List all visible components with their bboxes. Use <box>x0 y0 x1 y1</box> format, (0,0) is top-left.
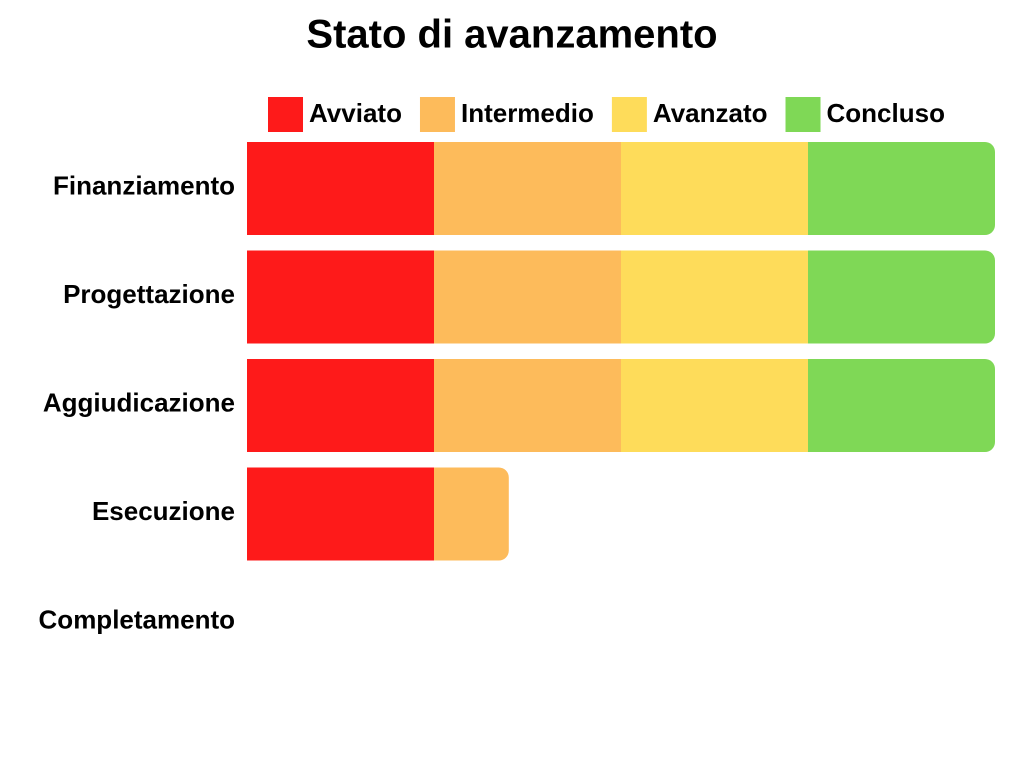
legend-swatch <box>785 97 821 132</box>
bar-segment <box>621 359 808 452</box>
category-label: Esecuzione <box>92 496 235 526</box>
bar-segment <box>808 250 995 344</box>
legend-label: Avanzato <box>653 98 768 128</box>
bar-segment <box>247 142 434 235</box>
category-label: Aggiudicazione <box>43 387 235 417</box>
legend-swatch <box>419 97 455 132</box>
chart-title: Stato di avanzamento <box>306 13 717 57</box>
category-label: Progettazione <box>63 279 235 309</box>
legend-swatch <box>268 97 303 132</box>
bar-segment <box>434 142 621 235</box>
bar-segment <box>247 359 434 452</box>
category-label: Completamento <box>39 604 235 634</box>
bar-segment <box>434 467 509 561</box>
bar-segment <box>434 359 621 452</box>
legend-label: Concluso <box>827 98 945 128</box>
bar-segment <box>247 250 434 344</box>
bar-segment <box>808 359 995 452</box>
legend-swatch <box>611 97 647 132</box>
category-label: Finanziamento <box>53 170 235 200</box>
bar-segment <box>434 250 621 344</box>
bar-segment <box>808 142 995 235</box>
legend-label: Intermedio <box>461 98 594 128</box>
bar-segment <box>247 467 434 561</box>
bar-segment <box>621 250 808 344</box>
bar-segment <box>621 142 808 235</box>
legend-label: Avviato <box>309 98 402 128</box>
